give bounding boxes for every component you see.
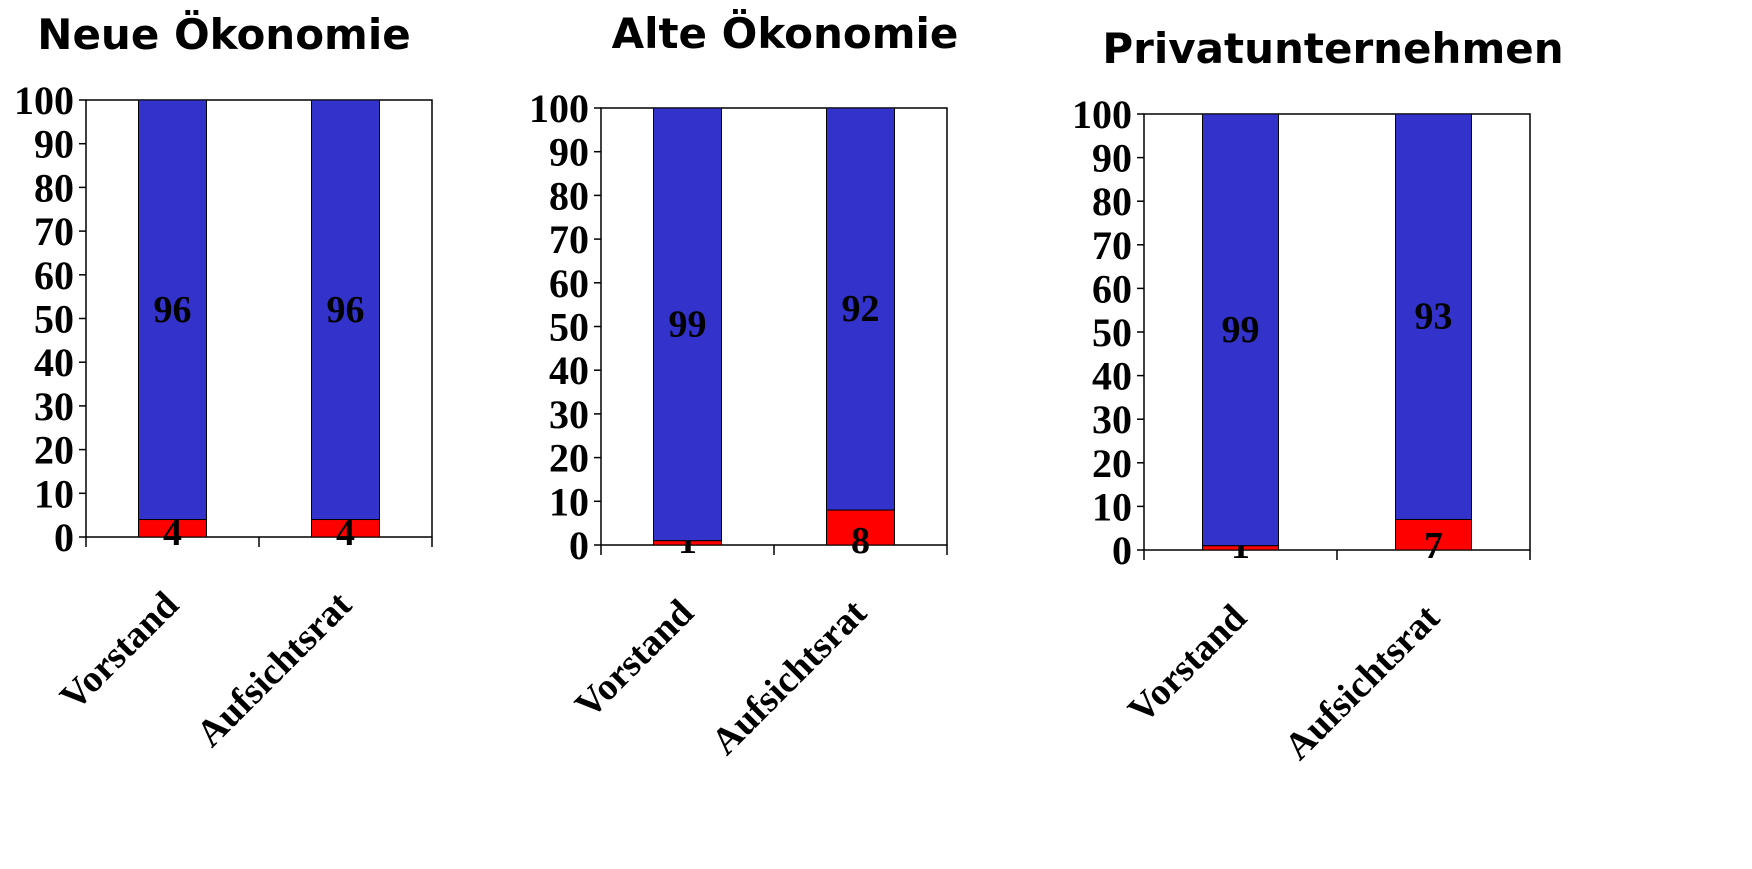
data-label: 96 xyxy=(327,289,365,331)
y-tick-label: 100 xyxy=(1072,92,1132,137)
x-category-label: Aufsichtsrat xyxy=(703,591,875,763)
plot-area xyxy=(85,99,433,538)
y-tick-label: 90 xyxy=(549,130,589,175)
data-label: 92 xyxy=(842,288,880,330)
y-tick-label: 80 xyxy=(1092,179,1132,224)
x-category-label: Aufsichtsrat xyxy=(188,583,360,755)
plot-area xyxy=(1143,113,1531,551)
chart-panel-3: Privatunternehmen01020304050607080901001… xyxy=(1072,24,1564,768)
y-tick-label: 50 xyxy=(34,297,74,342)
y-tick-label: 60 xyxy=(34,253,74,298)
bar-segment xyxy=(1395,113,1472,520)
y-tick-label: 30 xyxy=(34,384,74,429)
chart-title: Alte Ökonomie xyxy=(612,8,959,58)
bar-segment xyxy=(311,99,380,521)
y-tick-label: 40 xyxy=(549,348,589,393)
y-tick-label: 20 xyxy=(34,428,74,473)
bar-segment xyxy=(1395,518,1472,551)
y-tick-label: 40 xyxy=(34,340,74,385)
y-tick-label: 10 xyxy=(1092,484,1132,529)
y-tick-label: 20 xyxy=(549,436,589,481)
data-label: 93 xyxy=(1415,296,1453,338)
y-tick-label: 70 xyxy=(34,209,74,254)
data-label: 99 xyxy=(1222,309,1260,351)
y-tick-label: 80 xyxy=(549,173,589,218)
y-tick-label: 100 xyxy=(14,78,74,123)
y-tick-label: 30 xyxy=(1092,397,1132,442)
x-category-label: Aufsichtsrat xyxy=(1276,596,1448,768)
y-tick-label: 0 xyxy=(1112,528,1132,573)
y-tick-label: 50 xyxy=(1092,310,1132,355)
y-tick-label: 40 xyxy=(1092,354,1132,399)
y-tick-label: 30 xyxy=(549,392,589,437)
data-label: 7 xyxy=(1424,525,1443,567)
x-category-label: Vorstand xyxy=(52,584,187,719)
y-tick-label: 70 xyxy=(549,217,589,262)
y-tick-label: 70 xyxy=(1092,223,1132,268)
plot-area xyxy=(600,107,948,546)
y-tick-label: 80 xyxy=(34,165,74,210)
x-category-label: Vorstand xyxy=(1120,597,1255,732)
x-category-label: Vorstand xyxy=(567,592,702,727)
y-tick-label: 0 xyxy=(569,523,589,568)
y-tick-label: 60 xyxy=(1092,266,1132,311)
y-tick-label: 10 xyxy=(34,471,74,516)
data-label: 99 xyxy=(669,303,707,345)
y-tick-label: 90 xyxy=(34,122,74,167)
y-tick-label: 50 xyxy=(549,305,589,350)
chart-title: Privatunternehmen xyxy=(1102,24,1563,73)
bar-segment xyxy=(138,99,207,521)
y-tick-label: 60 xyxy=(549,261,589,306)
y-tick-label: 0 xyxy=(54,515,74,560)
y-tick-label: 20 xyxy=(1092,441,1132,486)
y-tick-label: 10 xyxy=(549,479,589,524)
data-label: 4 xyxy=(336,512,355,554)
data-label: 4 xyxy=(163,512,182,554)
y-tick-label: 90 xyxy=(1092,136,1132,181)
bar-segment xyxy=(826,107,895,511)
bar-segment xyxy=(1202,113,1279,547)
bar-segment xyxy=(653,107,722,542)
chart-title: Neue Ökonomie xyxy=(37,9,410,59)
data-label: 8 xyxy=(851,520,870,562)
y-tick-label: 100 xyxy=(529,86,589,131)
data-label: 96 xyxy=(154,289,192,331)
chart-panel-2: Alte Ökonomie0102030405060708090100199Vo… xyxy=(529,8,958,763)
